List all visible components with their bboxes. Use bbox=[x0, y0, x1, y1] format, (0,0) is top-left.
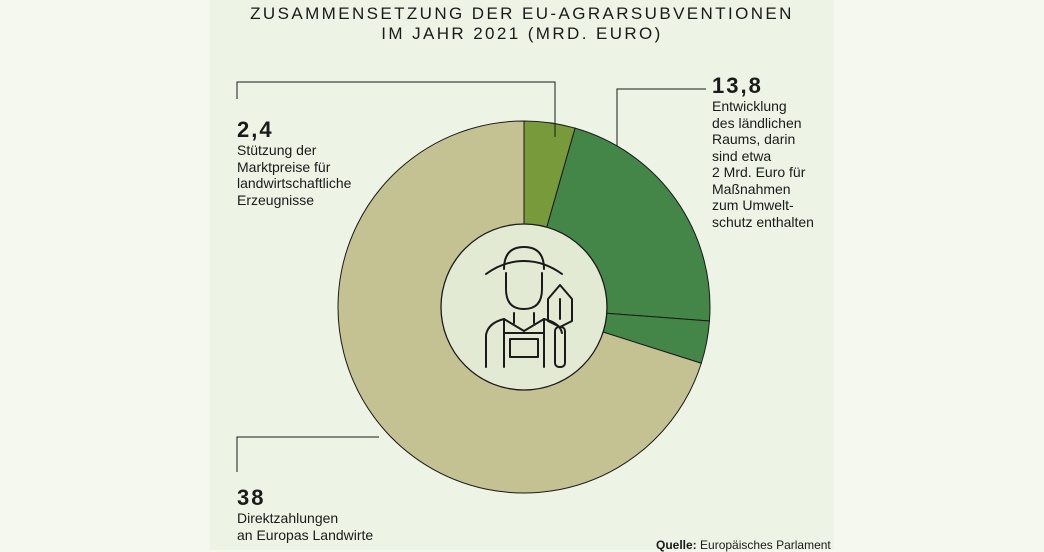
label-market-support: 2,4 Stützung der Marktpreise für landwir… bbox=[237, 118, 351, 208]
desc-rural-line-5: 2 Mrd. Euro für bbox=[712, 164, 806, 180]
value-market-support: 2,4 bbox=[237, 117, 274, 142]
farmer-with-trowel-icon bbox=[440, 223, 608, 391]
title-line-1: ZUSAMMENSETZUNG DER EU-AGRARSUBVENTIONEN bbox=[250, 4, 794, 23]
desc-market-line-1: Stützung der bbox=[237, 142, 317, 158]
leader-line-market bbox=[236, 81, 556, 137]
desc-rural-line-6: Maßnahmen bbox=[712, 180, 791, 197]
label-direct-payments: 38 Direktzahlungen an Europas Landwirte bbox=[237, 486, 373, 543]
desc-market-line-4: Erzeugnisse bbox=[237, 191, 315, 208]
source-label: Quelle: bbox=[656, 538, 697, 552]
value-direct-payments: 38 bbox=[237, 485, 266, 510]
desc-rural-line-3: Raums, darin bbox=[712, 131, 796, 147]
desc-rural-line-2: des ländlichen bbox=[712, 114, 802, 131]
desc-rural-line-8: schutz enthalten bbox=[712, 213, 814, 230]
leader-line-rural bbox=[616, 88, 706, 146]
desc-market-line-3: landwirtschaftliche bbox=[237, 175, 352, 191]
value-rural-development: 13,8 bbox=[712, 73, 763, 98]
desc-rural-line-4: sind etwa bbox=[712, 147, 772, 164]
desc-direct-line-1: Direktzahlungen bbox=[237, 510, 339, 526]
title-line-2: IM JAHR 2021 (MRD. EURO) bbox=[381, 24, 663, 43]
leader-line-direct bbox=[236, 436, 379, 472]
desc-market-line-2: Marktpreise für bbox=[237, 158, 331, 175]
desc-direct-line-2: an Europas Landwirte bbox=[237, 526, 374, 543]
source-note: Quelle: Europäisches Parlament bbox=[656, 538, 831, 552]
desc-rural-line-7: zum Umwelt- bbox=[712, 197, 794, 213]
chart-title: ZUSAMMENSETZUNG DER EU-AGRARSUBVENTIONEN… bbox=[210, 4, 834, 44]
desc-rural-line-1: Entwicklung bbox=[712, 98, 787, 114]
source-text: Europäisches Parlament bbox=[700, 538, 831, 552]
leader-lines bbox=[236, 81, 706, 472]
label-rural-development: 13,8 Entwicklung des ländlichen Raums, d… bbox=[712, 74, 814, 230]
